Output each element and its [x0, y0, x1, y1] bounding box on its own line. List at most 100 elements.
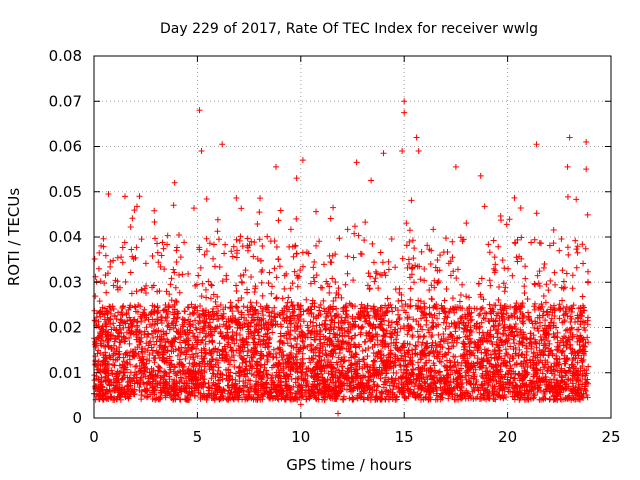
data-point — [508, 329, 515, 336]
data-point — [126, 314, 133, 321]
data-point — [119, 259, 126, 266]
data-point — [352, 303, 359, 310]
data-point — [565, 251, 572, 258]
data-point — [328, 348, 335, 355]
data-point — [354, 383, 361, 390]
data-point — [103, 355, 110, 362]
data-point — [356, 382, 363, 389]
data-point — [345, 357, 352, 364]
data-point — [509, 272, 516, 279]
data-point — [268, 375, 275, 382]
data-point — [325, 305, 332, 312]
data-point — [548, 370, 555, 377]
data-point — [215, 236, 222, 243]
data-point — [286, 243, 293, 250]
data-point — [449, 238, 456, 245]
data-point — [550, 302, 557, 309]
data-point — [102, 252, 109, 259]
data-point — [100, 235, 107, 242]
data-point — [419, 326, 426, 333]
data-point — [145, 331, 152, 338]
data-point — [269, 283, 276, 290]
data-point — [199, 307, 206, 314]
data-point — [190, 205, 197, 212]
data-point — [142, 289, 149, 296]
data-point — [521, 290, 528, 297]
data-point — [173, 258, 180, 265]
data-point — [403, 242, 410, 249]
data-point — [472, 395, 479, 402]
data-point — [289, 280, 296, 287]
data-point — [429, 332, 436, 339]
data-point — [275, 361, 282, 368]
data-point — [406, 227, 413, 234]
data-point — [229, 329, 236, 336]
data-point — [92, 317, 99, 324]
data-point — [388, 304, 395, 311]
data-point — [411, 245, 418, 252]
data-point — [430, 226, 437, 233]
data-point — [568, 350, 575, 357]
data-point — [319, 284, 326, 291]
data-point — [110, 320, 117, 327]
data-point — [92, 343, 99, 350]
data-point — [330, 297, 337, 304]
data-point — [168, 348, 175, 355]
data-point — [581, 319, 588, 326]
data-point — [228, 353, 235, 360]
data-point — [203, 196, 210, 203]
data-point — [330, 204, 337, 211]
data-point — [142, 282, 149, 289]
data-point — [258, 279, 265, 286]
data-point — [358, 393, 365, 400]
data-point — [276, 338, 283, 345]
data-point — [238, 205, 245, 212]
data-point — [534, 272, 541, 279]
data-point — [192, 317, 199, 324]
data-point — [505, 265, 512, 272]
data-point — [519, 350, 526, 357]
data-point — [177, 254, 184, 261]
data-point — [477, 306, 484, 313]
data-point — [120, 358, 127, 365]
data-point — [173, 372, 180, 379]
data-point — [116, 362, 123, 369]
data-point — [569, 272, 576, 279]
data-point — [392, 264, 399, 271]
data-point — [399, 343, 406, 350]
data-point — [323, 363, 330, 370]
data-point — [398, 366, 405, 373]
data-point — [441, 297, 448, 304]
data-point — [275, 255, 282, 262]
data-point — [131, 207, 138, 214]
data-point — [387, 357, 394, 364]
data-point — [121, 193, 128, 200]
data-point — [346, 395, 353, 402]
data-point — [264, 233, 271, 240]
data-point — [163, 288, 170, 295]
data-point — [379, 259, 386, 266]
data-point — [344, 226, 351, 233]
data-point — [152, 329, 159, 336]
data-point — [532, 281, 539, 288]
data-point — [156, 364, 163, 371]
data-point — [323, 278, 330, 285]
data-point — [357, 390, 364, 397]
data-point — [449, 295, 456, 302]
data-point — [175, 345, 182, 352]
data-point — [454, 266, 461, 273]
data-point — [133, 244, 140, 251]
data-point — [385, 318, 392, 325]
data-point — [378, 389, 385, 396]
data-point — [127, 382, 134, 389]
data-point — [209, 367, 216, 374]
data-point — [456, 298, 463, 305]
data-point — [308, 342, 315, 349]
data-point — [277, 346, 284, 353]
data-point — [256, 209, 263, 216]
data-point — [271, 304, 278, 311]
data-point — [267, 238, 274, 245]
data-point — [421, 378, 428, 385]
data-point — [517, 205, 524, 212]
data-point — [162, 301, 169, 308]
